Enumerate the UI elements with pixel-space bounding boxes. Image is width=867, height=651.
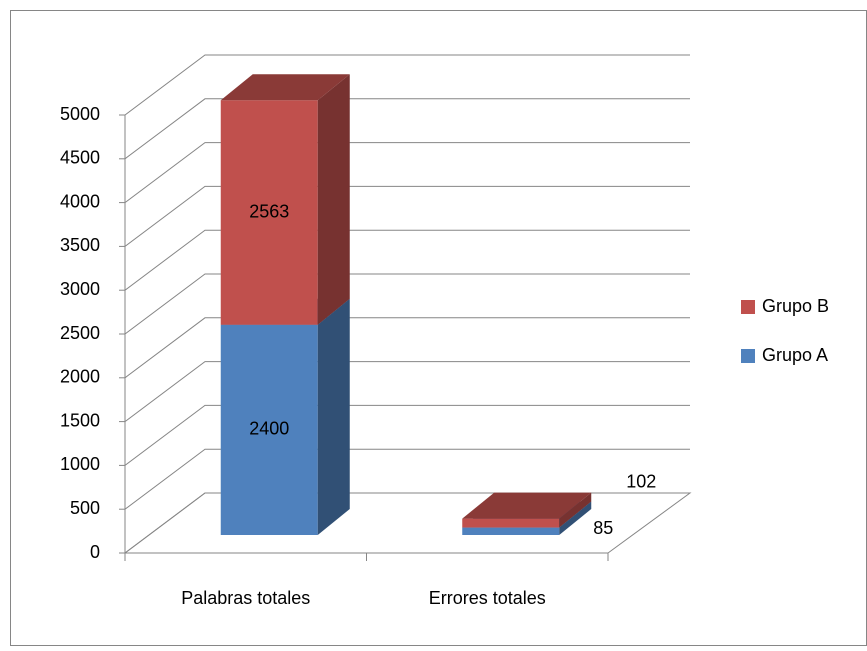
bar-side [317, 74, 350, 325]
legend-swatch [741, 349, 755, 363]
bar-side [559, 492, 592, 528]
bar-front [462, 527, 560, 535]
bar-front [220, 324, 318, 535]
grid-line [124, 361, 690, 423]
grid-line [124, 273, 690, 335]
data-label: 2400 [249, 419, 289, 439]
bar-side [317, 298, 350, 535]
bar-front [220, 100, 318, 325]
legend-label: Grupo A [762, 345, 828, 365]
y-tick-label: 4500 [60, 148, 100, 168]
y-tick-label: 0 [90, 542, 100, 562]
data-label: 102 [626, 471, 656, 491]
grid-line [124, 185, 690, 247]
chart-border [10, 10, 867, 646]
bar-top [462, 492, 592, 519]
grid-line [124, 229, 690, 291]
x-tick-label: Errores totales [429, 588, 546, 608]
y-tick-label: 2000 [60, 367, 100, 387]
grid-line [124, 98, 690, 160]
grid-line [124, 317, 690, 379]
legend-swatch [741, 300, 755, 314]
y-tick-label: 2500 [60, 323, 100, 343]
data-label: 2563 [249, 201, 289, 221]
legend-label: Grupo B [762, 296, 829, 316]
y-tick-label: 3000 [60, 279, 100, 299]
bar-side [559, 501, 592, 535]
y-tick-label: 5000 [60, 104, 100, 124]
y-tick-label: 1000 [60, 454, 100, 474]
y-tick-label: 3500 [60, 235, 100, 255]
grid-line [124, 142, 690, 204]
grid-line [124, 404, 690, 466]
bar-top [220, 74, 350, 101]
y-tick-label: 1500 [60, 410, 100, 430]
y-tick-label: 4000 [60, 191, 100, 211]
bar-front [462, 518, 560, 528]
x-tick-label: Palabras totales [181, 588, 310, 608]
grid-line [124, 54, 690, 116]
data-label: 85 [593, 518, 613, 538]
grid-line [124, 448, 690, 510]
y-tick-label: 500 [70, 498, 100, 518]
